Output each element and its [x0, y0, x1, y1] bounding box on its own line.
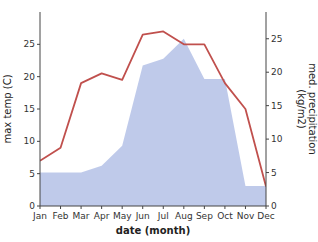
y-tick-label: 15 [24, 104, 35, 114]
precipitation-area [40, 39, 266, 206]
y2-tick-label: 10 [271, 134, 283, 144]
x-tick [224, 206, 225, 209]
x-tick [245, 206, 246, 209]
y-tick-label: 10 [24, 136, 36, 146]
x-tick [81, 206, 82, 209]
y2-tick-label: 25 [271, 34, 282, 44]
y2-tick-label: 15 [271, 101, 282, 111]
y-axis-label: max temp (C) [2, 74, 13, 143]
y2-tick [266, 105, 269, 106]
y2-axis-label: med. precipitation(kg/m2) [296, 63, 318, 155]
x-tick-label: May [113, 211, 132, 221]
x-tick [122, 206, 123, 209]
y-tick-label: 0 [29, 201, 35, 211]
y2-tick [266, 38, 269, 39]
y2-tick-label: 0 [271, 201, 277, 211]
y2-axis-line [266, 12, 267, 206]
y2-tick-label: 20 [271, 67, 283, 77]
y-tick-label: 25 [24, 39, 35, 49]
x-tick [163, 206, 164, 209]
x-tick-label: Aug [175, 211, 193, 221]
x-tick-label: Sep [196, 211, 213, 221]
y-tick-label: 20 [24, 72, 36, 82]
y-tick [37, 206, 40, 207]
y2-tick [266, 139, 269, 140]
x-axis-line [40, 206, 266, 207]
y2-tick [266, 72, 269, 73]
x-tick [204, 206, 205, 209]
x-tick [101, 206, 102, 209]
y-tick [37, 173, 40, 174]
y-tick-label: 5 [29, 169, 35, 179]
y2-tick [266, 172, 269, 173]
plot-area [40, 31, 266, 206]
x-tick-label: Feb [53, 211, 69, 221]
x-tick-label: Jan [32, 211, 47, 221]
x-tick [142, 206, 143, 209]
temperature-line [40, 31, 266, 186]
y2-tick [266, 206, 269, 207]
x-tick-label: Dec [257, 211, 274, 221]
x-tick [183, 206, 184, 209]
x-tick-label: Oct [217, 211, 233, 221]
x-tick-label: Jul [157, 211, 169, 221]
x-axis-label: date (month) [116, 225, 190, 236]
x-tick [60, 206, 61, 209]
chart: JanFebMarAprMayJunJulAugSepOctNovDec0510… [0, 0, 318, 242]
x-tick-label: Nov [237, 211, 255, 221]
y2-axis-label-line: med. precipitation [307, 63, 318, 155]
y2-axis-label-line: (kg/m2) [296, 89, 307, 129]
y-tick [37, 141, 40, 142]
x-tick-label: Mar [73, 211, 90, 221]
y-tick [37, 44, 40, 45]
y2-tick-label: 5 [271, 168, 277, 178]
x-tick-label: Apr [94, 211, 110, 221]
y-tick [37, 76, 40, 77]
y-tick [37, 109, 40, 110]
x-tick-label: Jun [135, 211, 150, 221]
